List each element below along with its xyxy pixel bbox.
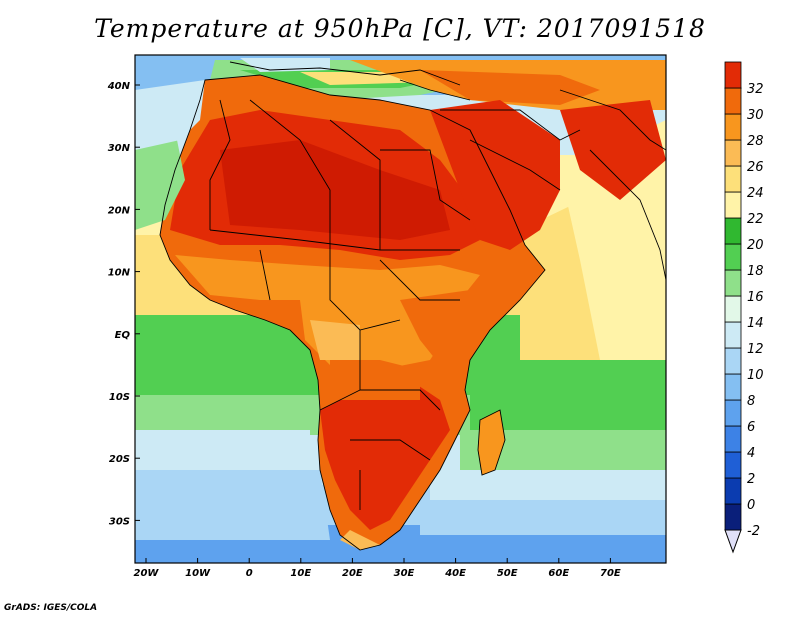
colorbar-label: 0 <box>747 498 755 513</box>
lat-label: 20N <box>108 205 131 216</box>
lon-label: 40E <box>444 568 466 579</box>
colorbar-swatch <box>724 373 742 401</box>
colorbar-swatch <box>724 425 742 453</box>
colorbar-swatch <box>724 269 742 297</box>
colorbar-swatch <box>724 139 742 167</box>
lat-label: 10S <box>109 392 130 403</box>
colorbar-swatch <box>724 451 742 479</box>
colorbar-swatch <box>724 113 742 141</box>
colorbar-swatch <box>724 87 742 115</box>
temperature-field <box>135 55 666 563</box>
lat-label: EQ <box>115 330 131 341</box>
colorbar-label: 10 <box>747 368 764 383</box>
colorbar-label: 26 <box>747 160 764 175</box>
colorbar-swatch <box>724 61 742 89</box>
colorbar-label: 2 <box>747 472 755 487</box>
colorbar-swatch <box>724 191 742 219</box>
colorbar-label: -2 <box>747 524 760 539</box>
map-frame <box>134 54 667 564</box>
colorbar-swatch <box>724 243 742 271</box>
lon-label: 20E <box>342 568 363 579</box>
colorbar-label: 22 <box>747 212 764 227</box>
colorbar-label: 4 <box>747 446 755 461</box>
map-title: Temperature at 950hPa [C], VT: 201709151… <box>94 14 706 43</box>
grads-credit: GrADS: IGES/COLA <box>4 603 98 613</box>
colorbar-swatch <box>724 295 742 323</box>
colorbar-label: 12 <box>747 342 764 357</box>
lon-label: 10W <box>185 568 211 579</box>
lat-label: 10N <box>108 268 131 279</box>
colorbar-label: 18 <box>747 264 764 279</box>
colorbar-swatch <box>724 321 742 349</box>
colorbar-label: 30 <box>747 108 764 123</box>
colorbar-label: 24 <box>747 186 764 201</box>
colorbar-label: 20 <box>747 238 764 253</box>
longitude-axis: 20W 10W 0 10E 20E 30E 40E 50E 60E 70E <box>134 558 621 579</box>
lon-label: 20W <box>134 568 160 579</box>
country-borders <box>159 61 666 551</box>
lon-label: 60E <box>548 568 569 579</box>
colorbar-label: 32 <box>747 82 764 97</box>
colorbar-label: 14 <box>747 316 764 331</box>
lat-label: 30S <box>109 516 130 527</box>
lon-label: 70E <box>600 568 621 579</box>
lon-label: 10E <box>290 568 311 579</box>
colorbar-swatch <box>724 477 742 505</box>
colorbar-swatch <box>724 165 742 193</box>
colorbar-label: 28 <box>747 134 764 149</box>
colorbar-swatch <box>724 399 742 427</box>
lat-label: 30N <box>108 143 131 154</box>
lon-label: 30E <box>394 568 415 579</box>
lat-label: 40N <box>107 81 131 92</box>
colorbar-swatch <box>724 503 742 531</box>
colorbar-label: 6 <box>747 420 755 435</box>
latitude-axis: 40N 30N 20N 10N EQ 10S 20S 30S <box>107 81 140 527</box>
colorbar-label: 16 <box>747 290 764 305</box>
lon-label: 0 <box>246 568 253 579</box>
colorbar-swatch <box>724 217 742 245</box>
colorbar-swatch <box>724 347 742 375</box>
lat-label: 20S <box>109 454 130 465</box>
colorbar-under-triangle <box>724 529 742 554</box>
colorbar-label: 8 <box>747 394 755 409</box>
lon-label: 50E <box>497 568 518 579</box>
